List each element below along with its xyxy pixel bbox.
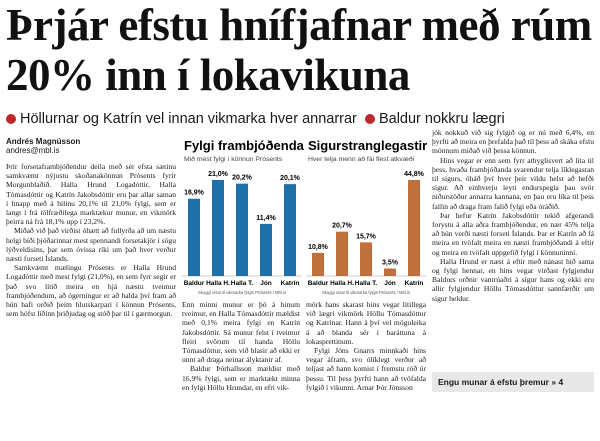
bar <box>188 198 200 276</box>
chart-note: Skuggi vísar til vikmarka fylgis Prósent… <box>198 290 286 295</box>
category-label: Katrín <box>281 280 300 287</box>
teaser[interactable]: Engu munar á efstu þremur » 4 <box>432 372 594 392</box>
subheads: Höllurnar og Katrín vel innan vikmarka h… <box>6 111 600 127</box>
value-label: 44,8% <box>404 171 425 178</box>
value-label: 10,8% <box>308 244 329 251</box>
category-label: Halla H. <box>330 280 354 287</box>
subhead: Baldur nokkru lægri <box>378 111 505 127</box>
paragraph: Enn minni munur er þó á hinum tveimur, e… <box>182 300 300 365</box>
author: Andrés Magnússon <box>6 137 81 146</box>
category-label: Halla H. <box>206 280 230 287</box>
bar <box>260 223 272 276</box>
value-label: 11,4% <box>256 215 276 222</box>
chart-title: Fylgi frambjóðenda <box>184 138 305 153</box>
column: jók nokkuð við sig fylgið og er nú með 6… <box>432 128 594 368</box>
column: mörk hans skarast hins vegar lítillega v… <box>306 300 426 441</box>
bar <box>384 268 396 276</box>
paragraph: Þar hefur Katrín Jakobsdóttir tekið afge… <box>432 210 594 257</box>
bar <box>336 231 348 276</box>
chart-subtitle: Hver telja menn að fái flest atkvæði <box>308 155 415 163</box>
charts: Fylgi frambjóðenda Mið mest fylgi í könnu… <box>182 138 427 295</box>
value-label: 20,7% <box>332 223 353 230</box>
bar <box>236 183 248 276</box>
column: Þrír forsetaframbjóðendur deila með sér … <box>6 162 176 441</box>
email: andres@mbl.is <box>6 146 60 155</box>
column: Enn minni munur er þó á hinum tveimur, e… <box>182 300 300 441</box>
category-label: Baldur <box>184 280 205 287</box>
value-label: 20,1% <box>280 175 301 182</box>
value-label: 20,2% <box>232 175 253 182</box>
paragraph: Baldur Þórhallsson mældist með 16,9% fyl… <box>182 364 300 392</box>
bar <box>284 184 296 276</box>
byline: Andrés Magnússon andres@mbl.is <box>6 137 80 155</box>
paragraph: mörk hans skarast hins vegar lítillega v… <box>306 300 426 346</box>
paragraph: Halla Hrund er næst á eftir með nánast h… <box>432 256 594 303</box>
category-label: Jón <box>260 280 272 287</box>
paragraph: Þrír forsetaframbjóðendur deila með sér … <box>6 162 176 227</box>
value-label: 3,5% <box>382 260 399 267</box>
value-label: 15,7% <box>356 233 377 240</box>
category-label: Katrín <box>405 280 424 287</box>
category-label: Halla T. <box>231 280 254 287</box>
category-label: Jón <box>384 280 396 287</box>
paragraph: jók nokkuð við sig fylgið og er nú með 6… <box>432 128 594 156</box>
paragraph: Fylgi Jóns Gnarrs minnkaði hins vegar áf… <box>306 346 426 392</box>
category-label: Baldur <box>308 280 329 287</box>
paragraph: Miðað við það virðist óhætt að fullyrða … <box>6 226 176 264</box>
chart-subtitle: Mið mest fylgi í könnun Prósents <box>184 155 283 163</box>
subhead: Höllurnar og Katrín vel innan vikmarka h… <box>20 111 357 127</box>
category-label: Halla T. <box>355 280 378 287</box>
headline: Þrjár efstu hnífjafnar með rúm 20% inn í… <box>6 0 592 100</box>
bar <box>312 252 324 276</box>
bar <box>212 180 224 276</box>
value-label: 16,9% <box>184 190 205 197</box>
paragraph: Samkvæmt mælingu Prósents er Halla Hrund… <box>6 263 176 319</box>
bar <box>408 180 420 276</box>
value-label: 21,0% <box>208 171 229 178</box>
paragraph: Hins vegar er enn sem fyrr athyglisvert … <box>432 155 594 211</box>
chart-note: Skuggi vísar til vikmarka fylgis Prósent… <box>322 290 410 295</box>
bar <box>360 242 372 276</box>
chart-title: Sigurstranglegastir <box>308 138 427 153</box>
